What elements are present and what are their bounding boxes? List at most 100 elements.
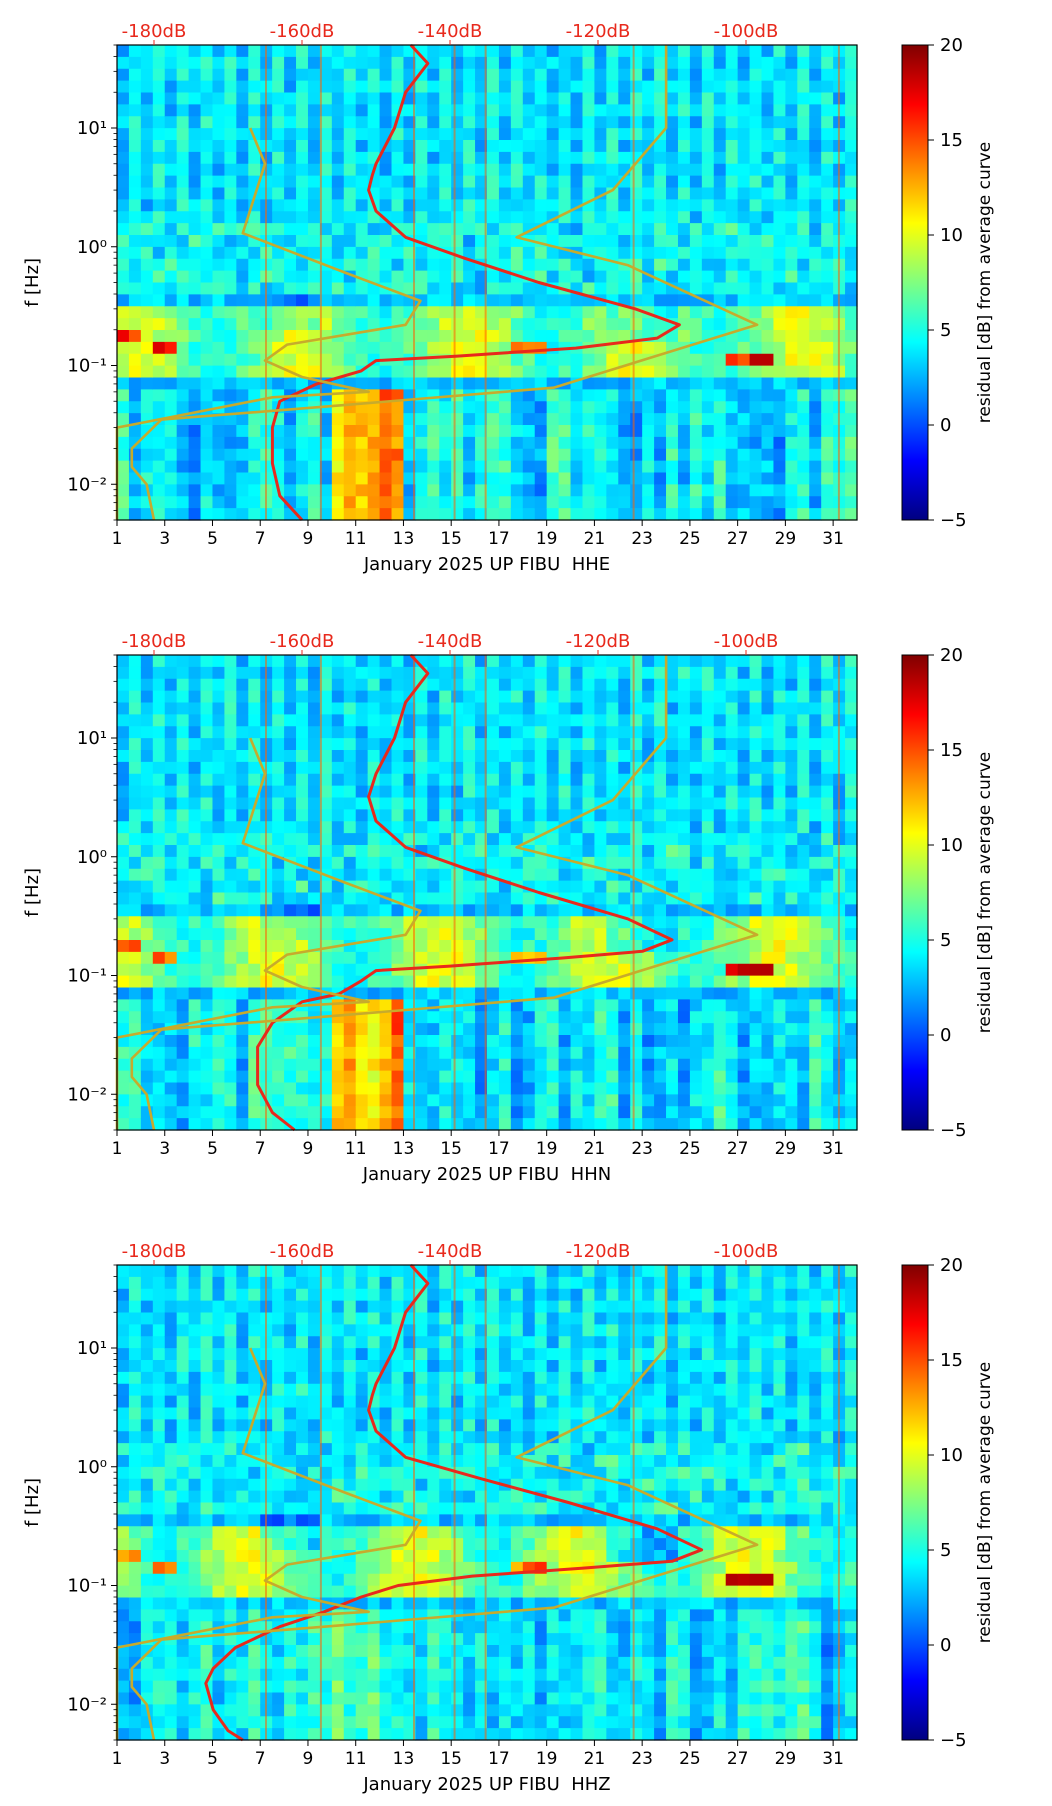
nlnm-curve (130, 1265, 759, 1741)
top-db-label: -140dB (418, 1241, 483, 1262)
colorbar-tick-label: 0 (940, 415, 951, 436)
x-tick-label: 11 (345, 1749, 367, 1769)
y-axis-label: f [Hz] (22, 868, 43, 917)
x-tick-label: 5 (207, 1139, 218, 1159)
colorbar-label: residual [dB] from average curve (975, 1362, 995, 1643)
x-tick-label: 1 (112, 1139, 123, 1159)
colorbar-tick-label: 20 (940, 35, 963, 56)
colorbar-tick-label: 0 (940, 1025, 951, 1046)
x-tick-label: 19 (536, 529, 558, 549)
x-tick-label: 3 (159, 1139, 170, 1159)
x-tick-label: 25 (679, 529, 701, 549)
top-db-label: -180dB (122, 21, 187, 42)
top-db-label: -160dB (270, 21, 335, 42)
x-tick-label: 21 (584, 529, 606, 549)
x-tick-label: 23 (631, 1749, 653, 1769)
top-db-label: -180dB (122, 631, 187, 652)
x-tick-label: 3 (159, 529, 170, 549)
top-db-label: -100dB (714, 21, 779, 42)
x-tick-label: 31 (822, 1749, 844, 1769)
x-axis-label: January 2025 UP FIBU HHZ (362, 1774, 610, 1795)
colorbar-tick-label: 15 (940, 740, 963, 761)
y-tick-label: 10⁻² (67, 1084, 107, 1105)
x-tick-label: 23 (631, 529, 653, 549)
colorbar-gradient (901, 654, 929, 1131)
colorbar-tick-label: 15 (940, 130, 963, 151)
x-tick-label: 13 (393, 1749, 415, 1769)
colorbar-gradient (901, 44, 929, 521)
colorbar: 20 15 10 5 0 −5 residual [dB] from average cur… (901, 645, 995, 1141)
nlnm-curve (130, 655, 759, 1131)
spectrogram-heatmap (117, 45, 858, 521)
average-psd-curve (204, 1263, 704, 1742)
y-tick-label: 10⁻² (67, 474, 107, 495)
y-tick-label: 10¹ (77, 1338, 107, 1359)
x-tick-label: 29 (775, 1749, 797, 1769)
y-tick-label: 10⁻¹ (67, 966, 107, 987)
x-tick-label: 21 (584, 1749, 606, 1769)
y-tick-label: 10⁻² (67, 1694, 107, 1715)
colorbar-tick-label: 10 (940, 1445, 963, 1466)
x-tick-label: 21 (584, 1139, 606, 1159)
x-tick-label: 15 (440, 1749, 462, 1769)
x-tick-label: 27 (727, 529, 749, 549)
average-psd-curve (256, 653, 674, 1132)
colorbar-tick-label: 0 (940, 1635, 951, 1656)
top-db-label: -160dB (270, 631, 335, 652)
top-db-label: -100dB (714, 1241, 779, 1262)
colorbar-tick-label: 10 (940, 225, 963, 246)
top-db-label: -140dB (418, 21, 483, 42)
x-tick-label: 11 (345, 529, 367, 549)
y-axis-label: f [Hz] (22, 1478, 43, 1527)
nlnm-curve (130, 45, 759, 521)
top-db-label: -120dB (566, 21, 631, 42)
top-db-label: -180dB (122, 1241, 187, 1262)
x-tick-label: 15 (440, 1139, 462, 1159)
colorbar-tick-label: 10 (940, 835, 963, 856)
nhnm-curve (115, 1347, 422, 1740)
colorbar-tick-label: 15 (940, 1350, 963, 1371)
colorbar-tick-label: −5 (940, 1120, 967, 1141)
x-tick-label: 7 (255, 1749, 266, 1769)
y-tick-label: 10¹ (77, 118, 107, 139)
y-tick-label: 10⁻¹ (67, 356, 107, 377)
y-tick-label: 10⁰ (77, 847, 107, 868)
x-tick-label: 9 (303, 529, 314, 549)
x-tick-label: 7 (255, 529, 266, 549)
x-tick-label: 29 (775, 1139, 797, 1159)
colorbar-tick-label: 5 (940, 1540, 951, 1561)
x-tick-label: 31 (822, 529, 844, 549)
x-tick-label: 23 (631, 1139, 653, 1159)
colorbar: 20 15 10 5 0 −5 residual [dB] from average cur… (901, 35, 995, 531)
x-tick-label: 5 (207, 529, 218, 549)
x-tick-label: 3 (159, 1749, 170, 1769)
x-tick-label: 29 (775, 529, 797, 549)
x-tick-label: 25 (679, 1749, 701, 1769)
colorbar-gradient (901, 1264, 929, 1741)
x-tick-label: 17 (488, 1749, 510, 1769)
x-tick-label: 9 (303, 1139, 314, 1159)
x-axis-label: January 2025 UP FIBU HHE (363, 554, 610, 575)
spectrogram-heatmap (117, 1265, 858, 1741)
top-db-label: -160dB (270, 1241, 335, 1262)
x-tick-label: 1 (112, 529, 123, 549)
x-tick-label: 31 (822, 1139, 844, 1159)
x-tick-label: 17 (488, 1139, 510, 1159)
colorbar-tick-label: 20 (940, 645, 963, 666)
x-tick-label: 5 (207, 1749, 218, 1769)
x-tick-label: 27 (727, 1139, 749, 1159)
y-tick-label: 10¹ (77, 728, 107, 749)
x-tick-label: 19 (536, 1749, 558, 1769)
x-tick-label: 11 (345, 1139, 367, 1159)
x-tick-label: 13 (393, 1139, 415, 1159)
colorbar-label: residual [dB] from average curve (975, 142, 995, 423)
nhnm-curve (115, 737, 422, 1130)
x-tick-label: 17 (488, 529, 510, 549)
nhnm-curve (115, 127, 422, 520)
y-tick-label: 10⁰ (77, 237, 107, 258)
x-tick-label: 19 (536, 1139, 558, 1159)
x-tick-label: 7 (255, 1139, 266, 1159)
